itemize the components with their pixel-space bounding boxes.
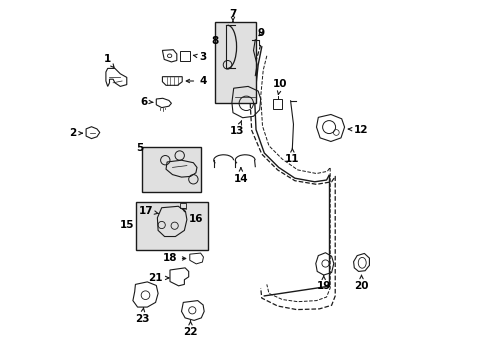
Text: 14: 14 [233, 168, 248, 184]
Text: 12: 12 [347, 125, 367, 135]
Bar [215, 22, 256, 103]
Bar [179, 51, 189, 61]
Text: 10: 10 [273, 78, 287, 95]
Text: 1: 1 [103, 54, 114, 67]
Bar [273, 99, 282, 109]
Text: 4: 4 [186, 76, 206, 86]
Text: 9: 9 [257, 28, 264, 38]
Text: 13: 13 [229, 121, 244, 136]
Text: 20: 20 [353, 275, 368, 291]
Text: 5: 5 [136, 143, 142, 153]
Text: 16: 16 [183, 208, 203, 224]
Text: 15: 15 [119, 220, 134, 230]
Bar [136, 202, 207, 250]
Text: 17: 17 [138, 206, 158, 216]
Text: 21: 21 [147, 273, 168, 283]
Text: 19: 19 [316, 275, 330, 291]
Text: 23: 23 [134, 308, 149, 324]
Bar [142, 147, 201, 192]
Text: 22: 22 [183, 321, 197, 337]
Text: 7: 7 [229, 9, 236, 22]
Text: 8: 8 [211, 36, 218, 46]
Text: 18: 18 [162, 253, 185, 264]
Text: 6: 6 [140, 96, 153, 107]
Text: 2: 2 [69, 128, 82, 138]
Text: 3: 3 [193, 52, 206, 62]
Text: 11: 11 [285, 148, 299, 164]
